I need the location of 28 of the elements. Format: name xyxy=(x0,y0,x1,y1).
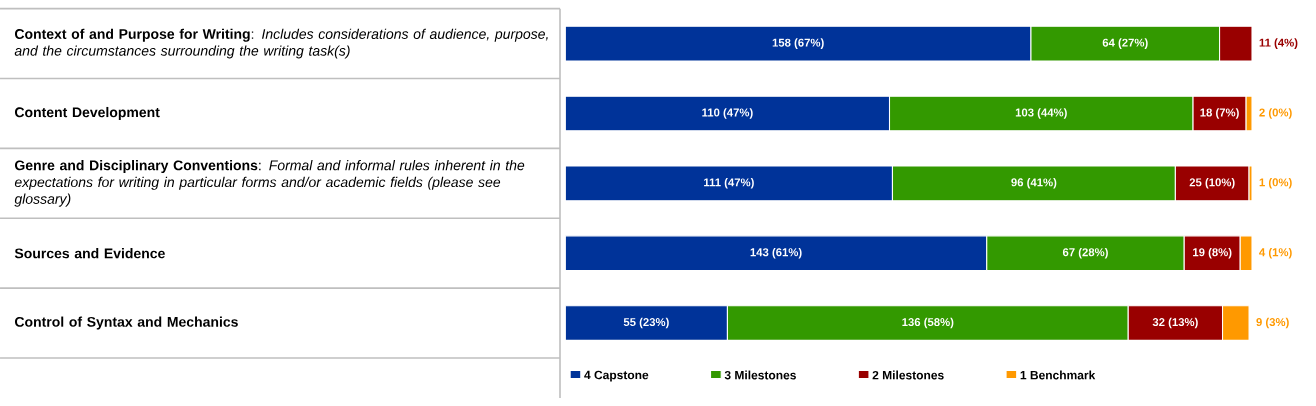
data-label: 143 (61%) xyxy=(750,247,802,259)
data-label: 64 (27%) xyxy=(1102,38,1148,49)
legend-label: 1 Benchmark xyxy=(1020,370,1096,380)
data-label: 11 (4%) xyxy=(1259,38,1298,49)
data-label: 158 (67%) xyxy=(772,38,824,49)
data-label: 19 (8%) xyxy=(1193,247,1232,259)
data-label: 136 (58%) xyxy=(902,317,954,329)
data-label: 103 (44%) xyxy=(1015,108,1067,119)
data-label: 110 (47%) xyxy=(702,108,753,119)
data-label: 4 (1%) xyxy=(1259,247,1292,259)
data-label: 2 (0%) xyxy=(1259,108,1292,119)
y-tick-label: Sources and Evidence xyxy=(14,248,165,259)
data-label: 96 (41%) xyxy=(1011,178,1057,189)
data-label: 25 (10%) xyxy=(1189,178,1235,189)
y-tick-label: Control of Syntax and Mechanics xyxy=(14,316,238,330)
data-label: 9 (3%) xyxy=(1256,317,1289,329)
y-tick-label: Context of and Purpose for Writing: Includes considerations of audience, purpose, and the circumstances surrounding the writing task(s) xyxy=(14,28,548,59)
data-label: 111 (47%) xyxy=(704,178,754,189)
y-tick-label: Content Development xyxy=(14,106,160,120)
legend-label: 3 Milestones xyxy=(724,370,796,380)
legend-label: 4 Capstone xyxy=(584,370,649,382)
data-label: 1 (0%) xyxy=(1259,178,1292,189)
data-label: 32 (13%) xyxy=(1152,317,1198,329)
legend-label: 2 Milestones xyxy=(872,370,944,380)
data-label: 18 (7%) xyxy=(1200,108,1239,119)
data-label: 67 (28%) xyxy=(1062,247,1108,259)
data-label: 55 (23%) xyxy=(623,317,669,329)
y-tick-label: Genre and Disciplinary Conventions: Formal and informal rules inherent in the expectations for writing in particular forms and/or academic fields (please see glossary) xyxy=(14,160,525,207)
